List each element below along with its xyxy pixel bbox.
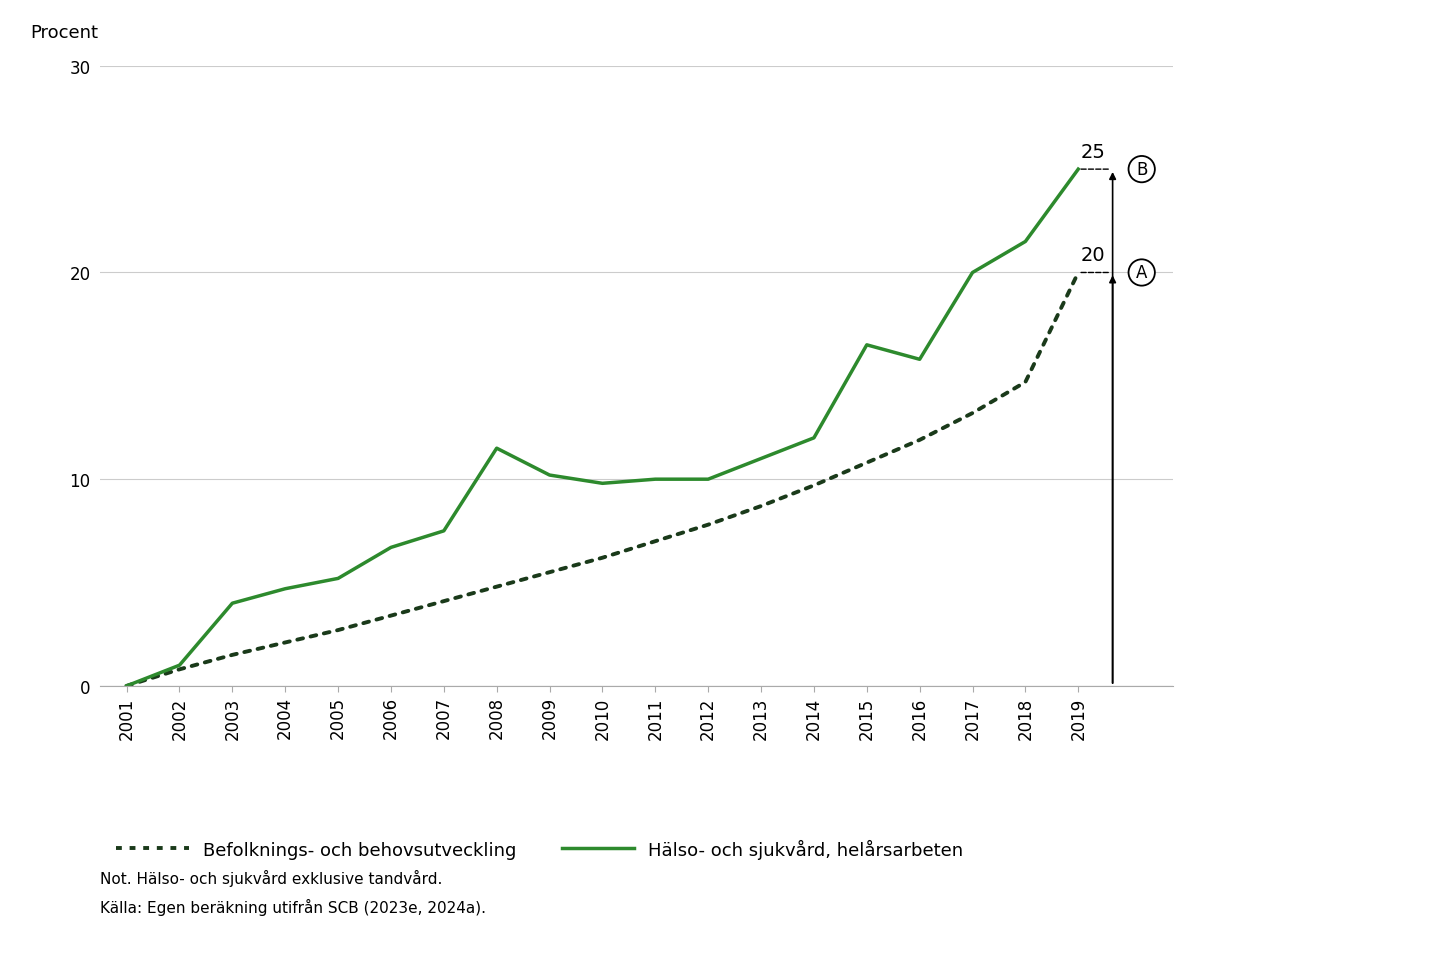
Text: Källa: Egen beräkning utifrån SCB (2023e, 2024a).: Källa: Egen beräkning utifrån SCB (2023e… — [100, 898, 487, 915]
Text: Not. Hälso- och sjukvård exklusive tandvård.: Not. Hälso- och sjukvård exklusive tandv… — [100, 869, 442, 886]
Text: 25: 25 — [1080, 143, 1106, 162]
Text: A: A — [1136, 264, 1148, 282]
Legend: Befolknings- och behovsutveckling, Hälso- och sjukvård, helårsarbeten: Befolknings- och behovsutveckling, Hälso… — [109, 831, 970, 866]
Text: Procent: Procent — [30, 24, 99, 42]
Text: B: B — [1136, 161, 1148, 179]
Text: 20: 20 — [1080, 246, 1106, 265]
